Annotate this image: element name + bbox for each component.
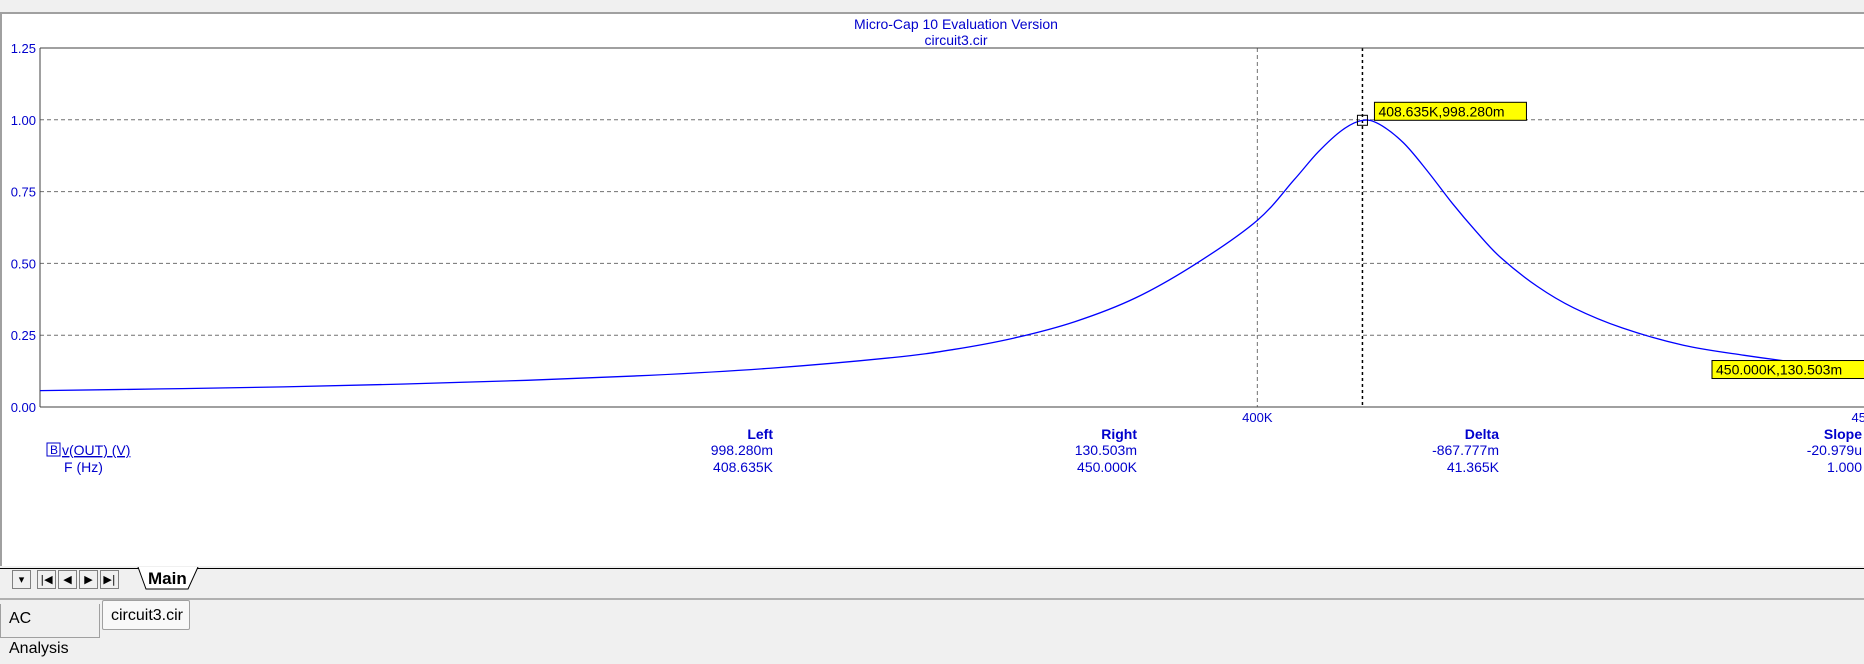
x-tick-label: 400K (1242, 410, 1273, 425)
chart[interactable]: Micro-Cap 10 Evaluation Version circuit3… (2, 14, 1864, 570)
axis-layer: 0.00 0.25 0.50 0.75 1.00 1.25 400K 45 (11, 41, 1864, 425)
dropdown-button[interactable]: ▾ (12, 570, 31, 589)
first-page-button[interactable]: |◀ (37, 570, 56, 589)
trace-name-vout[interactable]: v(OUT) (V) (62, 442, 130, 458)
tab-main[interactable]: Main (148, 569, 187, 588)
chart-subtitle: circuit3.cir (924, 32, 987, 48)
tab-ac-analysis[interactable]: AC Analysis (0, 604, 100, 657)
y-tick-label: 0.50 (11, 256, 36, 271)
main-tab-outline (137, 567, 199, 590)
readout-header-right: Right (1101, 426, 1137, 442)
grid-layer (40, 48, 1864, 407)
annotation-box (1373, 101, 1527, 121)
x-tick-label: 45 (1852, 410, 1864, 425)
readout-table: Left Right Delta Slope B v(OUT) (V) 998.… (46, 426, 1862, 475)
last-page-button[interactable]: ▶| (100, 570, 119, 589)
readout-vout-slope: -20.979u (1807, 442, 1862, 458)
y-tick-label: 0.75 (11, 185, 36, 200)
readout-header-delta: Delta (1465, 426, 1499, 442)
annotation-box (1711, 360, 1864, 380)
annotation-label: 450.000K,130.503m (1716, 362, 1842, 378)
bottom-tab-bar (0, 598, 1864, 644)
page-tab-strip (0, 566, 1864, 596)
series-layer (39, 119, 1864, 392)
annotation-label: 408.635K,998.280m (1378, 103, 1504, 119)
trace-name-freq: F (Hz) (64, 459, 103, 475)
y-tick-label: 1.00 (11, 113, 36, 128)
trace-badge[interactable]: B (50, 443, 58, 457)
readout-header-slope: Slope (1824, 426, 1862, 442)
y-tick-label: 0.00 (11, 400, 36, 415)
series-line-vout (39, 119, 1864, 392)
prev-page-button[interactable]: ◀ (58, 570, 77, 589)
readout-freq-slope: 1.000 (1827, 459, 1862, 475)
readout-vout-left: 998.280m (711, 442, 773, 458)
cursor-marker[interactable] (1356, 114, 1368, 126)
y-tick-label: 1.25 (11, 41, 36, 56)
chart-title: Micro-Cap 10 Evaluation Version (854, 16, 1058, 32)
y-tick-label: 0.25 (11, 328, 36, 343)
readout-freq-right: 450.000K (1077, 459, 1138, 475)
readout-vout-delta: -867.777m (1432, 442, 1499, 458)
readout-header-left: Left (747, 426, 773, 442)
readout-freq-left: 408.635K (713, 459, 774, 475)
annotation-layer: 408.635K,998.280m 450.000K,130.503m (1356, 101, 1864, 380)
app-root: Micro-Cap 10 Evaluation Version circuit3… (0, 12, 1864, 657)
plot-window[interactable]: Micro-Cap 10 Evaluation Version circuit3… (0, 12, 1864, 570)
trace-badge-box[interactable] (46, 442, 61, 457)
readout-freq-delta: 41.365K (1447, 459, 1500, 475)
tab-circuit3[interactable]: circuit3.cir (102, 600, 190, 630)
next-page-button[interactable]: ▶ (79, 570, 98, 589)
readout-vout-right: 130.503m (1075, 442, 1137, 458)
tab-strip-divider (0, 568, 1864, 569)
